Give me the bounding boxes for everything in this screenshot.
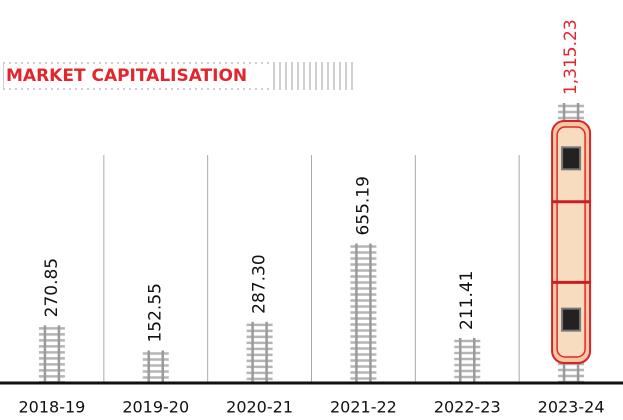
value-label: 655.19: [353, 176, 373, 235]
value-label: 270.85: [42, 258, 62, 317]
x-tick-label: 2023-24: [538, 398, 605, 417]
value-label: 1,315.23: [561, 19, 581, 95]
bar: [551, 103, 592, 384]
train-body: [556, 126, 586, 358]
x-tick-label: 2018-19: [18, 398, 85, 417]
bar: [454, 337, 481, 385]
x-tick-label: 2019-20: [122, 398, 189, 417]
bar: [38, 325, 65, 384]
bar: [142, 350, 169, 383]
chart-title: MARKET CAPITALISATION: [6, 66, 247, 86]
value-label: 152.55: [146, 283, 166, 342]
train-unit: [561, 146, 582, 171]
value-label: 287.30: [250, 254, 270, 313]
value-label: 211.41: [457, 271, 477, 330]
train-unit: [561, 307, 582, 332]
bar: [350, 243, 377, 383]
x-tick-label: 2021-22: [330, 398, 397, 417]
x-tick-label: 2022-23: [434, 398, 501, 417]
title-backdrop: [4, 64, 272, 88]
x-tick-label: 2020-21: [226, 398, 293, 417]
bar: [246, 321, 273, 383]
